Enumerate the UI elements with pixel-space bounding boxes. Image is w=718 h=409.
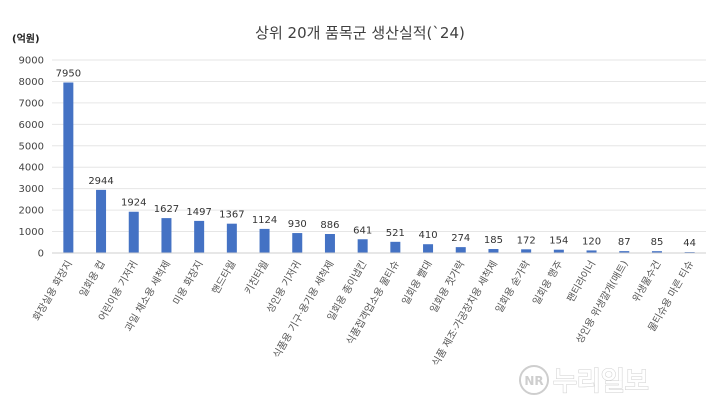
- data-label: 87: [618, 237, 631, 248]
- bar: [96, 189, 107, 253]
- watermark-badge-icon: [519, 365, 549, 395]
- y-axis-ticks: 0 1000 2000 3000 4000 5000 6000 7000 8000 9000: [19, 56, 44, 260]
- y-tick-label: 4000: [19, 163, 44, 174]
- y-tick-label: 6000: [19, 120, 44, 131]
- bar: [586, 250, 597, 253]
- data-label: 930: [288, 219, 307, 230]
- x-tick-label: 화장실용 화장지: [31, 259, 75, 324]
- x-tick-label: 일회용 빨대: [400, 259, 435, 308]
- y-tick-label: 2000: [19, 206, 44, 217]
- x-tick-label: 일회용 숟가락: [493, 259, 533, 316]
- data-label: 1627: [154, 204, 179, 215]
- x-tick-label: 식품 제조·가공장치용 세척제: [430, 259, 500, 369]
- data-label: 44: [683, 238, 696, 249]
- bar: [521, 249, 532, 253]
- data-label: 886: [320, 220, 339, 231]
- data-label: 7950: [56, 69, 81, 80]
- bar: [455, 247, 466, 253]
- x-tick-label: 핸드타월: [210, 259, 239, 297]
- bar: [259, 228, 270, 253]
- x-tick-label: 일회용 컵: [76, 258, 107, 299]
- bar: [194, 220, 205, 253]
- data-label: 154: [549, 236, 568, 247]
- data-label: 85: [651, 237, 664, 248]
- data-label: 120: [582, 236, 601, 247]
- x-tick-label: 미용 화장지: [171, 259, 206, 308]
- watermark-badge: NR: [524, 374, 543, 388]
- bar: [390, 241, 401, 253]
- bar: [619, 251, 630, 253]
- x-tick-label: 일회용 행주: [530, 259, 565, 308]
- bar: [357, 239, 368, 253]
- y-tick-label: 8000: [19, 77, 44, 88]
- bar: [423, 244, 434, 253]
- bar: [292, 233, 303, 253]
- bar: [651, 251, 662, 253]
- y-tick-label: 0: [38, 249, 44, 260]
- gridlines: [52, 59, 706, 233]
- y-tick-label: 7000: [19, 98, 44, 109]
- x-tick-label: 성인용 기저귀: [264, 259, 304, 316]
- bar: [128, 211, 139, 253]
- y-axis-unit-label: (억원): [12, 32, 40, 45]
- watermark: NR 누리일보: [519, 365, 649, 398]
- data-label: 185: [484, 235, 503, 246]
- y-tick-label: 9000: [19, 56, 44, 67]
- chart-title: 상위 20개 품목군 생산실적(`24): [255, 24, 465, 42]
- bars: [63, 82, 695, 254]
- data-label: 1367: [219, 210, 244, 221]
- data-label: 274: [451, 233, 470, 244]
- x-tick-label: 팬티라이너: [565, 259, 598, 305]
- data-label: 410: [419, 230, 438, 241]
- bar: [161, 218, 172, 253]
- bar: [226, 223, 237, 253]
- data-label: 521: [386, 228, 405, 239]
- y-tick-label: 5000: [19, 141, 44, 152]
- bar: [553, 249, 564, 253]
- x-tick-label: 키친타월: [242, 259, 271, 297]
- bar: [63, 82, 74, 254]
- y-tick-label: 3000: [19, 184, 44, 195]
- x-tick-label: 식품용 기구·용기용 세척제: [271, 259, 337, 361]
- data-label: 641: [353, 225, 372, 236]
- x-tick-label: 위생물수건: [629, 258, 663, 304]
- bar: [324, 234, 335, 253]
- data-label: 1497: [186, 207, 211, 218]
- bar: [488, 249, 499, 253]
- y-tick-label: 1000: [19, 227, 44, 238]
- watermark-text: 누리일보: [553, 367, 649, 397]
- x-tick-label: 일회용 젓가락: [428, 259, 468, 316]
- data-label: 1924: [121, 198, 146, 209]
- data-label: 2944: [88, 176, 113, 187]
- data-labels: 7950 2944 1924 1627 1497 1367 1124 930 886 641 521…: [56, 69, 696, 250]
- data-label: 172: [517, 235, 536, 246]
- data-label: 1124: [252, 215, 277, 226]
